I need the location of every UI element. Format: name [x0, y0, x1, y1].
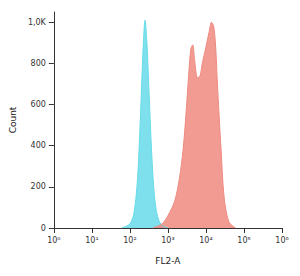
svg-text:Count: Count [8, 106, 18, 133]
svg-text:400: 400 [31, 141, 46, 150]
svg-text:0: 0 [41, 224, 46, 233]
svg-text:200: 200 [31, 182, 46, 191]
svg-text:10¹: 10¹ [85, 236, 98, 245]
svg-text:10⁵: 10⁵ [237, 236, 250, 245]
svg-text:600: 600 [31, 100, 46, 109]
svg-text:FL2-A: FL2-A [155, 256, 181, 266]
svg-text:10⁴: 10⁴ [199, 236, 212, 245]
svg-text:10²: 10² [123, 236, 136, 245]
svg-text:1,0K: 1,0K [28, 18, 47, 27]
svg-text:10³: 10³ [161, 236, 174, 245]
svg-text:800: 800 [31, 59, 46, 68]
svg-text:10⁰: 10⁰ [47, 236, 60, 245]
svg-text:10⁶: 10⁶ [275, 236, 288, 245]
